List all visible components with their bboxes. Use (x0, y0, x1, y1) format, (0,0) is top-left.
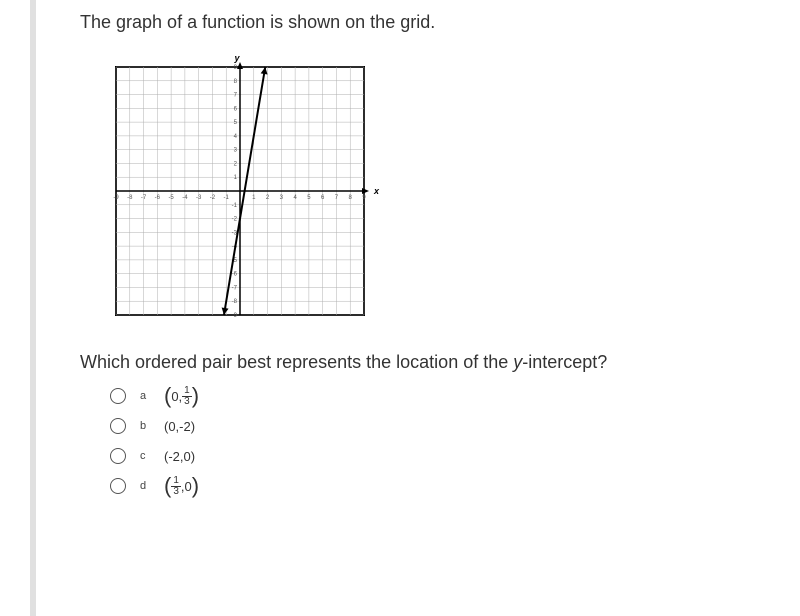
answer-option-a[interactable]: a(0,13) (110, 383, 760, 409)
svg-text:-8: -8 (127, 195, 133, 201)
svg-text:-7: -7 (232, 285, 238, 291)
left-sidebar-border (30, 0, 36, 616)
radio-c[interactable] (110, 448, 126, 464)
answer-letter: b (140, 420, 164, 432)
svg-text:-9: -9 (113, 195, 119, 201)
answer-letter: d (140, 480, 164, 492)
answer-option-c[interactable]: c(-2,0) (110, 443, 760, 469)
sub-question-italic: y (513, 352, 522, 372)
answer-list: a(0,13) b(0,-2) c(-2,0) d(13,0) (110, 383, 760, 499)
radio-d[interactable] (110, 478, 126, 494)
sub-question: Which ordered pair best represents the l… (80, 352, 760, 373)
answer-text: (-2,0) (164, 449, 195, 464)
svg-text:9: 9 (362, 195, 366, 201)
answer-text: (0,-2) (164, 419, 195, 434)
svg-text:-2: -2 (232, 217, 238, 223)
svg-text:-4: -4 (182, 195, 188, 201)
svg-text:-9: -9 (232, 313, 238, 319)
sub-question-post: -intercept? (522, 352, 607, 372)
svg-text:-6: -6 (232, 272, 238, 278)
answer-option-b[interactable]: b(0,-2) (110, 413, 760, 439)
answer-text: (13,0) (164, 476, 199, 497)
svg-text:-2: -2 (210, 195, 216, 201)
coordinate-grid: -9-8-7-6-5-4-3-2-1123456789-9-8-7-6-5-4-… (100, 51, 380, 331)
svg-text:-8: -8 (232, 299, 238, 305)
radio-a[interactable] (110, 388, 126, 404)
svg-text:-6: -6 (155, 195, 161, 201)
sub-question-pre: Which ordered pair best represents the l… (80, 352, 513, 372)
answer-option-d[interactable]: d(13,0) (110, 473, 760, 499)
svg-text:-1: -1 (224, 195, 230, 201)
answer-letter: a (140, 390, 164, 402)
svg-text:-7: -7 (141, 195, 147, 201)
svg-text:-5: -5 (168, 195, 174, 201)
radio-b[interactable] (110, 418, 126, 434)
question-prompt: The graph of a function is shown on the … (80, 12, 760, 33)
answer-text: (0,13) (164, 386, 199, 407)
svg-text:x: x (373, 186, 380, 196)
svg-text:y: y (233, 53, 240, 63)
answer-letter: c (140, 450, 164, 462)
graph-figure: -9-8-7-6-5-4-3-2-1123456789-9-8-7-6-5-4-… (100, 51, 760, 336)
svg-text:-3: -3 (196, 195, 202, 201)
svg-text:-1: -1 (232, 203, 238, 209)
question-block: The graph of a function is shown on the … (0, 0, 800, 515)
